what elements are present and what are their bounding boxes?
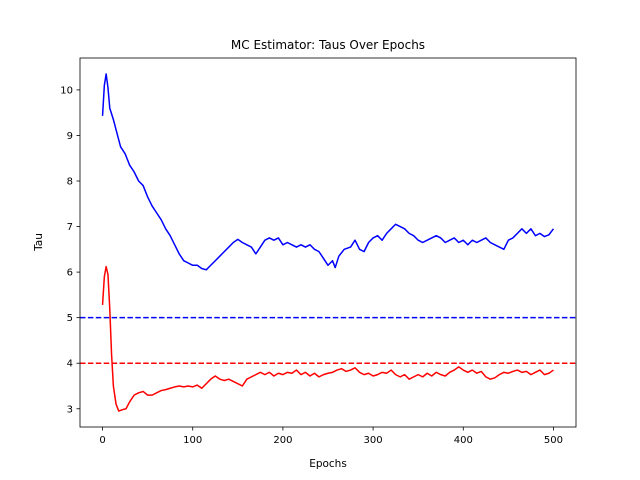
x-axis-label: Epochs bbox=[309, 458, 347, 470]
x-tick-label-500: 500 bbox=[544, 435, 563, 446]
series-line-2 bbox=[101, 265, 554, 412]
y-tick-label-9: 9 bbox=[67, 131, 73, 142]
x-tick-label-200: 200 bbox=[273, 435, 292, 446]
x-tick-label-100: 100 bbox=[183, 435, 202, 446]
y-tick-label-7: 7 bbox=[67, 222, 73, 233]
x-tick-label-0: 0 bbox=[99, 435, 105, 446]
y-tick-label-5: 5 bbox=[67, 313, 73, 324]
y-tick-label-4: 4 bbox=[67, 359, 73, 370]
y-axis-label: Tau bbox=[33, 233, 45, 252]
axes-frame bbox=[79, 57, 577, 428]
chart-title: MC Estimator: Taus Over Epochs bbox=[231, 38, 425, 52]
x-tick-label-400: 400 bbox=[454, 435, 473, 446]
y-tick-label-8: 8 bbox=[67, 177, 73, 188]
y-tick-label-3: 3 bbox=[67, 404, 73, 415]
y-tick-label-6: 6 bbox=[67, 268, 73, 279]
plot-area: 0 100 200 300 400 500 3 4 5 6 7 8 9 10 bbox=[60, 57, 577, 446]
series-line-1 bbox=[101, 73, 555, 271]
y-tick-label-10: 10 bbox=[60, 85, 73, 96]
x-tick-label-300: 300 bbox=[364, 435, 383, 446]
